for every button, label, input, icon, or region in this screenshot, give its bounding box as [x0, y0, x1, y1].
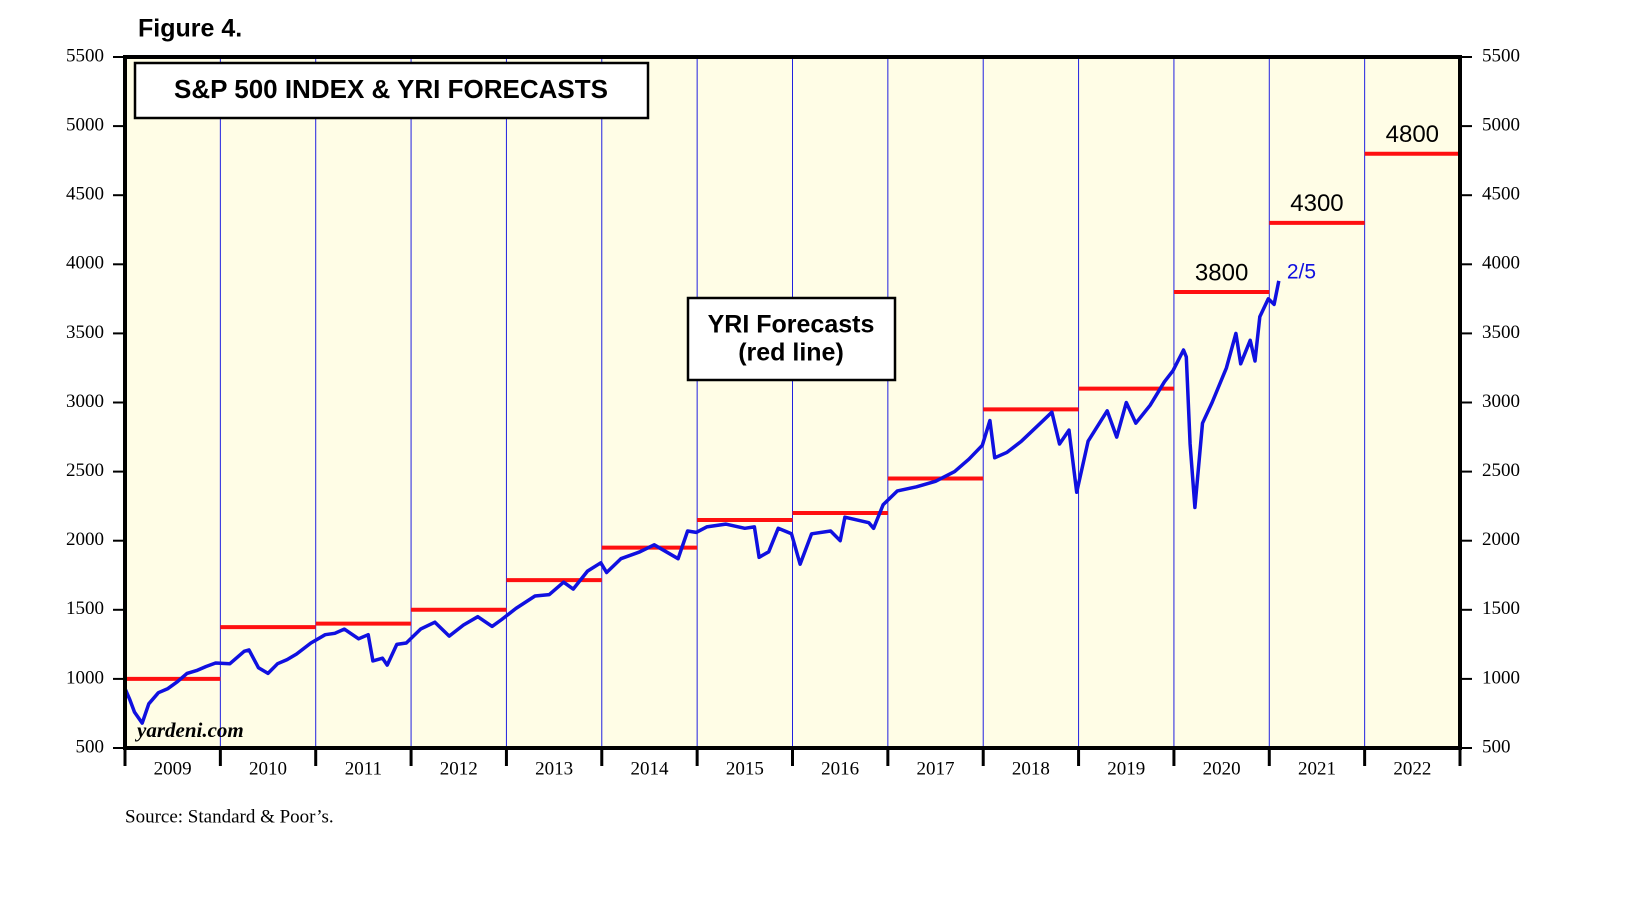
y-tick-label: 2000 [66, 529, 104, 550]
y2-tick-label: 5000 [1482, 114, 1520, 135]
y2-tick-label: 500 [1482, 736, 1511, 757]
y2-tick-label: 5500 [1482, 45, 1520, 66]
y2-tick-label: 1500 [1482, 598, 1520, 619]
x-tick-label: 2010 [249, 758, 287, 779]
x-tick-label: 2014 [630, 758, 669, 779]
x-tick-label: 2015 [726, 758, 764, 779]
y2-tick-label: 1000 [1482, 667, 1520, 688]
x-tick-label: 2018 [1012, 758, 1050, 779]
watermark: yardeni.com [134, 718, 244, 742]
y2-tick-label: 3500 [1482, 322, 1520, 343]
x-tick-label: 2013 [535, 758, 573, 779]
figure-label: Figure 4. [138, 15, 242, 43]
y2-tick-label: 4000 [1482, 253, 1520, 274]
annotation-line: (red line) [738, 339, 844, 367]
source-note: Source: Standard & Poor’s. [125, 806, 334, 827]
y-tick-label: 1500 [66, 598, 104, 619]
y-tick-label: 3500 [66, 322, 104, 343]
y-tick-label: 1000 [66, 667, 104, 688]
index-line [123, 280, 1281, 725]
chart-title: S&P 500 INDEX & YRI FORECASTS [174, 74, 608, 104]
x-tick-label: 2019 [1107, 758, 1145, 779]
y-tick-label: 3000 [66, 391, 104, 412]
annotation-line: YRI Forecasts [708, 311, 875, 339]
y-tick-label: 4000 [66, 253, 104, 274]
forecast-label: 4800 [1386, 121, 1439, 148]
y-tick-label: 5000 [66, 114, 104, 135]
x-tick-label: 2021 [1298, 758, 1336, 779]
x-tick-label: 2022 [1393, 758, 1431, 779]
y-tick-label: 500 [76, 736, 105, 757]
y2-tick-label: 2000 [1482, 529, 1520, 550]
x-tick-label: 2009 [154, 758, 192, 779]
y2-tick-label: 4500 [1482, 184, 1520, 205]
end-label: 2/5 [1287, 260, 1316, 283]
forecast-label: 4300 [1290, 190, 1343, 217]
x-tick-label: 2011 [345, 758, 382, 779]
annotation-box [686, 296, 897, 382]
forecast-label: 3800 [1195, 259, 1248, 286]
title-box [133, 61, 650, 120]
y2-tick-label: 3000 [1482, 391, 1520, 412]
x-tick-label: 2016 [821, 758, 859, 779]
y2-tick-label: 2500 [1482, 460, 1520, 481]
x-tick-label: 2017 [917, 758, 955, 779]
x-tick-label: 2020 [1203, 758, 1241, 779]
y-tick-label: 5500 [66, 45, 104, 66]
x-tick-label: 2012 [440, 758, 478, 779]
y-tick-label: 2500 [66, 460, 104, 481]
y-tick-label: 4500 [66, 184, 104, 205]
